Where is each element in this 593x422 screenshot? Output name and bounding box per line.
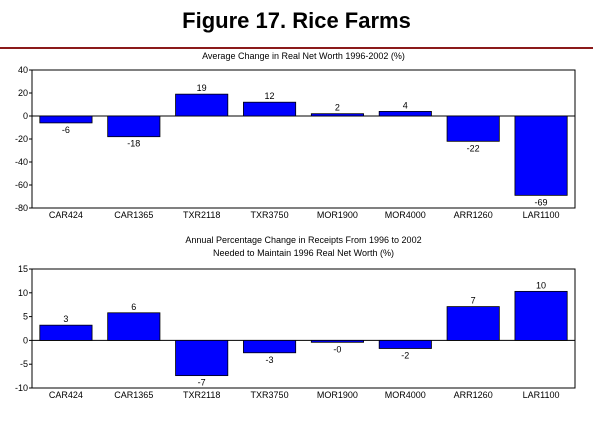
y-tick-label: 15 (18, 264, 28, 274)
x-tick-label: MOR1900 (317, 390, 358, 400)
bar (107, 115, 161, 138)
x-tick-label: TXR2118 (183, 210, 220, 220)
x-tick-label: TXR3750 (251, 390, 289, 400)
x-tick-label: LAR1100 (523, 210, 560, 220)
bar (514, 290, 568, 341)
chart-title: Average Change in Real Net Worth 1996-20… (202, 51, 405, 61)
y-tick-label: 0 (23, 335, 28, 345)
bar (107, 312, 161, 341)
bar (39, 115, 93, 124)
y-tick-label: -5 (20, 359, 28, 369)
x-tick-label: CAR424 (49, 210, 83, 220)
x-tick-label: CAR424 (49, 390, 83, 400)
y-tick-label: 5 (23, 312, 28, 322)
x-tick-label: MOR4000 (385, 210, 426, 220)
x-tick-label: TXR2118 (183, 390, 220, 400)
x-tick-label: ARR1260 (454, 210, 493, 220)
y-tick-label: -80 (15, 203, 28, 213)
bar-value-label: -22 (467, 143, 480, 153)
bar (514, 115, 568, 196)
bar (175, 93, 229, 117)
y-tick-label: -20 (15, 134, 28, 144)
bar (310, 113, 364, 117)
bar (39, 324, 93, 341)
bar-value-label: -3 (266, 355, 274, 365)
bar (243, 339, 297, 354)
x-tick-label: CAR1365 (114, 210, 153, 220)
x-tick-label: MOR1900 (317, 210, 358, 220)
bar-value-label: -18 (127, 139, 140, 149)
bar-value-label: -2 (401, 350, 409, 360)
bar-value-label: 12 (265, 91, 275, 101)
y-tick-label: 0 (23, 111, 28, 121)
chart-title: Needed to Maintain 1996 Real Net Worth (… (213, 248, 394, 258)
chart-title: Annual Percentage Change in Receipts Fro… (185, 235, 421, 245)
x-tick-label: MOR4000 (385, 390, 426, 400)
bar-value-label: 6 (131, 302, 136, 312)
title-rule (0, 47, 593, 49)
bar-value-label: -6 (62, 125, 70, 135)
bar (310, 339, 364, 343)
y-tick-label: -60 (15, 180, 28, 190)
bar-value-label: 7 (471, 296, 476, 306)
x-tick-label: CAR1365 (114, 390, 153, 400)
bar-value-label: -7 (198, 378, 206, 388)
y-tick-label: 40 (18, 65, 28, 75)
y-tick-label: -40 (15, 157, 28, 167)
x-tick-label: LAR1100 (523, 390, 560, 400)
figure-title: Figure 17. Rice Farms (182, 8, 411, 33)
y-tick-label: -10 (15, 383, 28, 393)
bar-value-label: 19 (197, 83, 207, 93)
bar-value-label: 4 (403, 100, 408, 110)
y-tick-label: 20 (18, 88, 28, 98)
plot-frame (31, 268, 576, 389)
bar (446, 115, 500, 142)
bar-value-label: 10 (536, 280, 546, 290)
x-tick-label: ARR1260 (454, 390, 493, 400)
bar-value-label: 2 (335, 103, 340, 113)
bar (378, 111, 432, 117)
bar-value-label: -0 (333, 344, 341, 354)
bar (446, 306, 500, 341)
x-tick-label: TXR3750 (251, 210, 289, 220)
bar (175, 339, 229, 377)
bar (243, 101, 297, 117)
bar (378, 339, 432, 349)
y-tick-label: 10 (18, 288, 28, 298)
bar-value-label: -69 (535, 197, 548, 207)
bar-value-label: 3 (63, 314, 68, 324)
